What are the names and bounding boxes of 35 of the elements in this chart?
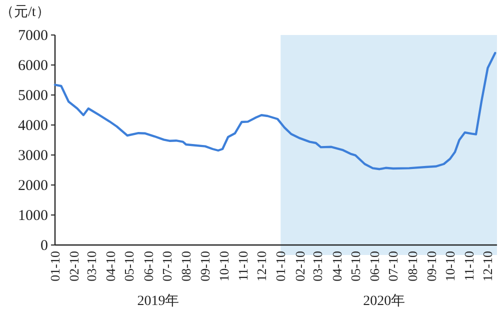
- y-tick-label: 1000: [18, 208, 48, 224]
- text: 2020年: [363, 293, 406, 309]
- x-tick-label: 01-10: [48, 251, 62, 282]
- x-tick-label: 10-10: [216, 251, 232, 282]
- y-tick-label: 0: [40, 238, 48, 254]
- x-tick-label: 07-10: [159, 251, 174, 282]
- y-tick-label: 2000: [18, 178, 48, 194]
- x-tick-label: 02-10: [292, 251, 308, 282]
- text: 2019年: [137, 293, 180, 309]
- x-tick-label: 05-10: [122, 251, 137, 282]
- y-tick-label: 6000: [18, 58, 48, 74]
- x-tick-label: 08-10: [178, 251, 194, 282]
- x-tick-label: 09-10: [198, 251, 213, 282]
- x-tick-label: 09-10: [424, 251, 439, 282]
- y-tick-label: 5000: [18, 88, 48, 104]
- x-tick-label: 10-10: [442, 251, 458, 282]
- y-tick-label: 4000: [18, 118, 48, 134]
- x-tick-label: 01-10: [273, 251, 288, 282]
- x-tick-label: 11-10: [235, 251, 250, 281]
- x-tick-label: 08-10: [404, 251, 420, 282]
- y-tick-label: 7000: [18, 28, 48, 44]
- x-tick-label: 04-10: [329, 251, 344, 282]
- x-tick-label: 03-10: [84, 251, 99, 282]
- x-tick-label: 07-10: [386, 251, 401, 282]
- x-tick-label: 12-10: [480, 251, 496, 282]
- y-axis-title: （元/t）: [0, 5, 50, 20]
- x-tick-label: 11-10: [462, 251, 477, 281]
- y-tick-label: 3000: [18, 148, 48, 164]
- x-tick-label: 04-10: [103, 251, 118, 282]
- x-tick-label: 02-10: [66, 251, 82, 282]
- x-tick-label: 05-10: [348, 251, 363, 282]
- x-tick-label: 12-10: [254, 251, 269, 282]
- x-tick-label: 06-10: [367, 251, 382, 282]
- x-tick-label: 03-10: [310, 251, 326, 282]
- x-tick-label: 06-10: [140, 251, 156, 282]
